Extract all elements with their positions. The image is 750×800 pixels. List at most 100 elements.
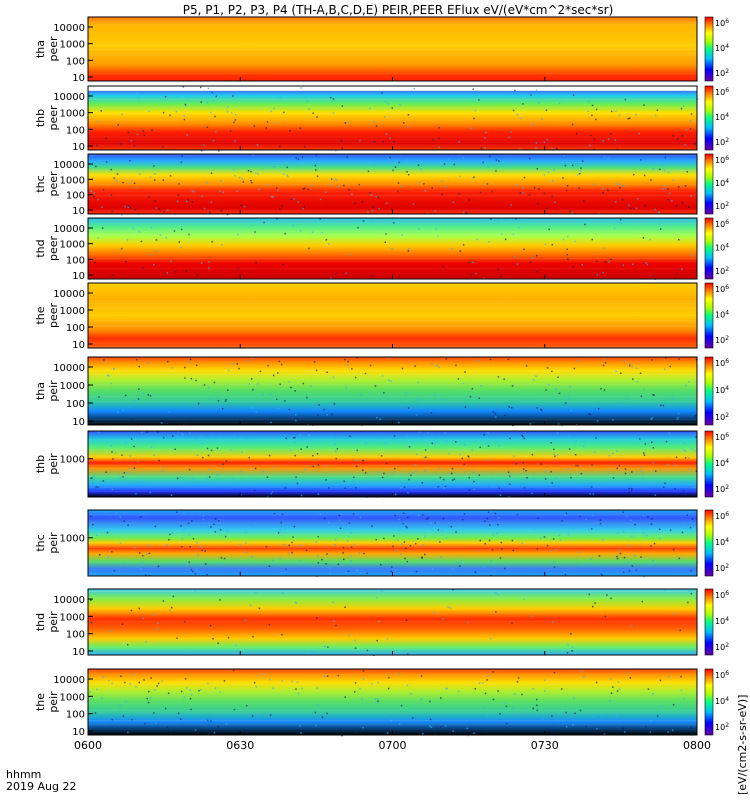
noise-speck: [153, 263, 155, 266]
noise-speck: [541, 717, 544, 720]
noise-speck: [414, 464, 417, 466]
noise-speck: [649, 713, 651, 715]
noise-speck: [602, 192, 604, 194]
noise-speck: [474, 688, 476, 690]
noise-speck: [654, 208, 656, 211]
noise-speck: [184, 678, 187, 680]
noise-speck: [550, 442, 552, 444]
noise-speck: [219, 436, 221, 438]
noise-speck: [240, 471, 243, 473]
noise-speck: [306, 446, 308, 448]
noise-speck: [355, 487, 357, 489]
noise-speck: [270, 492, 272, 495]
noise-speck: [628, 487, 630, 490]
noise-speck: [331, 404, 333, 407]
noise-speck: [106, 374, 109, 377]
noise-speck: [582, 160, 584, 162]
noise-speck: [459, 732, 462, 734]
noise-speck: [252, 389, 254, 391]
streak: [88, 490, 697, 492]
noise-speck: [644, 204, 646, 207]
noise-speck: [301, 156, 304, 158]
noise-speck: [164, 95, 167, 98]
noise-speck: [147, 544, 150, 547]
noise-speck: [624, 98, 627, 101]
noise-speck: [308, 247, 310, 250]
noise-speck: [295, 419, 297, 422]
noise-speck: [201, 195, 203, 198]
noise-speck: [291, 551, 293, 554]
noise-speck: [207, 454, 210, 457]
noise-speck: [482, 161, 484, 164]
noise-speck: [404, 557, 406, 560]
noise-speck: [407, 407, 410, 409]
noise-speck: [552, 538, 555, 540]
noise-speck: [176, 477, 179, 480]
noise-speck: [253, 489, 256, 492]
colorbar-tick-label: 106: [715, 432, 729, 442]
noise-speck: [480, 162, 482, 164]
noise-speck: [678, 557, 681, 560]
noise-speck: [142, 267, 144, 269]
noise-speck: [170, 260, 172, 263]
panel-label-product: peer: [47, 36, 60, 62]
noise-speck: [232, 169, 235, 171]
noise-speck: [306, 100, 308, 102]
noise-speck: [410, 474, 412, 477]
noise-speck: [345, 386, 347, 389]
noise-speck: [371, 275, 373, 277]
noise-speck: [622, 264, 625, 266]
noise-speck: [195, 438, 198, 441]
streak: [88, 73, 697, 75]
noise-speck: [616, 450, 618, 452]
colorbar-tick-label: 102: [715, 642, 729, 652]
noise-speck: [567, 468, 569, 470]
noise-speck: [631, 471, 633, 473]
noise-speck: [658, 223, 660, 225]
noise-speck: [288, 408, 291, 411]
noise-speck: [459, 565, 461, 567]
noise-speck: [535, 375, 537, 377]
noise-speck: [126, 239, 129, 241]
noise-speck: [518, 226, 520, 229]
noise-speck: [329, 572, 331, 575]
noise-speck: [442, 618, 444, 620]
noise-speck: [155, 239, 158, 241]
colorbar-tick-label: 106: [715, 18, 729, 28]
noise-speck: [622, 511, 624, 513]
noise-speck: [338, 185, 340, 188]
colorbar-tick-label: 102: [715, 563, 729, 573]
noise-speck: [295, 157, 298, 159]
noise-speck: [110, 444, 113, 447]
noise-speck: [672, 179, 674, 181]
noise-speck: [377, 700, 379, 703]
noise-speck: [202, 515, 205, 517]
noise-speck: [212, 100, 215, 103]
noise-speck: [195, 379, 197, 382]
noise-speck: [680, 689, 683, 692]
noise-speck: [133, 399, 136, 402]
noise-speck: [212, 139, 215, 142]
noise-speck: [516, 113, 519, 116]
noise-speck: [548, 384, 550, 386]
noise-speck: [495, 170, 497, 172]
noise-speck: [473, 732, 475, 734]
noise-speck: [538, 188, 540, 190]
noise-speck: [206, 126, 209, 129]
noise-speck: [386, 732, 389, 734]
noise-speck: [487, 445, 490, 447]
noise-speck: [465, 211, 467, 214]
noise-speck: [414, 542, 417, 545]
noise-speck: [512, 549, 514, 552]
noise-speck: [123, 520, 125, 522]
noise-speck: [177, 431, 179, 433]
noise-speck: [530, 615, 532, 617]
noise-speck: [150, 697, 152, 699]
noise-speck: [129, 159, 131, 162]
noise-speck: [671, 397, 673, 399]
noise-speck: [616, 148, 619, 151]
noise-speck: [248, 383, 251, 385]
noise-speck: [184, 103, 187, 106]
noise-speck: [649, 238, 651, 241]
noise-speck: [325, 563, 327, 565]
